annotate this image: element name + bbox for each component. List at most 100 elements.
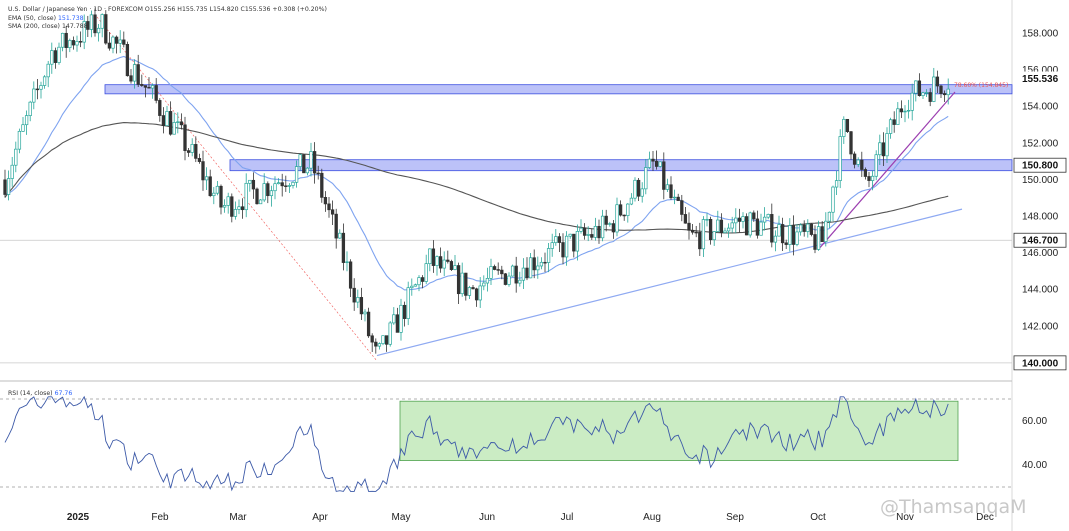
candle-body xyxy=(636,179,641,197)
candle-body xyxy=(676,196,680,201)
candle-body xyxy=(924,92,929,94)
candle-body xyxy=(474,288,479,301)
candle-body xyxy=(348,261,353,289)
candle-body xyxy=(316,172,320,175)
time-tick-label: Dec xyxy=(976,512,994,523)
candle-body xyxy=(485,278,490,284)
candle-body xyxy=(183,124,187,151)
candle-body xyxy=(158,100,162,116)
candle-body xyxy=(161,115,166,127)
candle-body xyxy=(154,85,158,101)
candle-body xyxy=(230,196,234,217)
price-label: 150.800 xyxy=(1022,161,1059,172)
candle-body xyxy=(910,92,914,111)
candle-body xyxy=(6,178,11,195)
rsi-line xyxy=(4,395,949,492)
candle-body xyxy=(809,223,814,235)
sma-200-line xyxy=(4,122,949,234)
candle-body xyxy=(204,176,209,181)
price-tick-label: 150.000 xyxy=(1022,175,1059,186)
fib-diagonal xyxy=(96,16,378,362)
candle-body xyxy=(125,43,130,77)
price-tick-label: 152.000 xyxy=(1022,138,1059,149)
candle-body xyxy=(604,215,608,225)
candle-body xyxy=(129,75,133,82)
candle-body xyxy=(518,279,522,284)
candle-body xyxy=(845,118,850,132)
candle-body xyxy=(53,50,58,63)
rsi-pane: 60.00 40.00 xyxy=(0,395,1047,492)
candle-body xyxy=(478,285,482,301)
price-label: 146.700 xyxy=(1022,236,1059,247)
candle-body xyxy=(633,179,637,199)
candle-body xyxy=(323,197,328,205)
candle-body xyxy=(280,182,284,187)
price-label-box xyxy=(1013,355,1067,371)
candle-body xyxy=(914,80,918,94)
candle-body xyxy=(78,41,83,43)
candle-body xyxy=(867,176,871,181)
price-tick-label: 156.000 xyxy=(1022,65,1059,76)
candle-body xyxy=(446,259,450,262)
candle-body xyxy=(748,212,752,236)
candle-body xyxy=(546,248,551,263)
candle-body xyxy=(572,233,576,252)
candle-body xyxy=(842,118,846,137)
time-tick-label: Feb xyxy=(151,512,169,523)
candlesticks xyxy=(3,8,950,354)
candle-body xyxy=(197,158,202,162)
rsi-value: 67.76 xyxy=(54,390,73,397)
price-label-bg xyxy=(1014,71,1066,85)
rsi-label: RSI (14, close) xyxy=(8,390,53,397)
candle-body xyxy=(377,343,382,347)
candle-body xyxy=(878,142,882,156)
candle-body xyxy=(586,234,590,236)
candle-body xyxy=(190,144,194,153)
candle-body xyxy=(111,36,115,49)
candle-body xyxy=(327,203,331,211)
candle-body xyxy=(46,63,50,78)
ema-label: EMA (50, close) xyxy=(8,14,57,22)
candle-body xyxy=(813,234,817,250)
candle-body xyxy=(330,209,335,215)
candle-body xyxy=(755,218,760,236)
candle-body xyxy=(582,227,587,236)
candle-body xyxy=(471,287,475,290)
candle-body xyxy=(215,185,220,194)
candle-body xyxy=(827,211,832,222)
candle-body xyxy=(64,32,68,49)
candle-body xyxy=(453,265,457,270)
price-tick-label: 148.000 xyxy=(1022,211,1059,222)
candle-body xyxy=(10,164,14,179)
candle-body xyxy=(179,121,184,126)
candle-body xyxy=(201,161,205,181)
candle-body xyxy=(140,84,144,86)
time-axis: 2025 Feb Mar Apr May Jun Jul Aug Sep Oct Nov Dec xyxy=(67,512,994,523)
legend-title: U.S. Dollar / Japanese Yen · 1D · FOREXC… xyxy=(8,6,143,13)
candle-body xyxy=(21,124,25,132)
candle-body xyxy=(186,150,191,153)
candle-body xyxy=(658,161,662,167)
candle-body xyxy=(3,179,7,195)
candle-body xyxy=(687,222,691,231)
candle-body xyxy=(744,216,749,236)
candle-body xyxy=(24,115,29,126)
rsi-legend: RSI (14, close) 67.76 xyxy=(8,390,72,397)
candle-body xyxy=(428,248,432,265)
candle-body xyxy=(798,224,803,233)
candle-body xyxy=(248,179,252,184)
candle-body xyxy=(489,266,493,279)
candle-body xyxy=(460,272,464,295)
chart-legend: U.S. Dollar / Japanese Yen · 1D · FOREXC… xyxy=(8,6,327,32)
candle-body xyxy=(107,42,112,49)
candle-body xyxy=(831,186,835,213)
candle-body xyxy=(662,161,666,190)
candle-body xyxy=(579,227,583,232)
candle-body xyxy=(726,227,731,232)
candle-body xyxy=(780,224,785,244)
candle-body xyxy=(482,282,486,287)
candle-body xyxy=(456,265,461,295)
candle-body xyxy=(690,229,695,233)
candle-body xyxy=(165,111,169,127)
